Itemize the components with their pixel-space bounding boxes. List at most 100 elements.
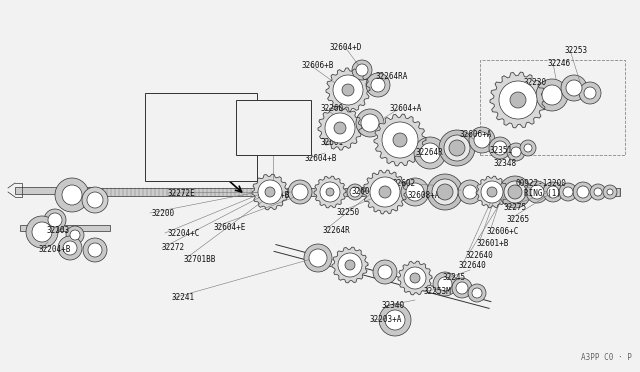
Ellipse shape — [427, 174, 463, 210]
Ellipse shape — [62, 185, 82, 205]
Ellipse shape — [356, 64, 368, 76]
Ellipse shape — [456, 282, 468, 294]
Text: 00922-13200: 00922-13200 — [516, 179, 567, 187]
Text: 32204+B: 32204+B — [38, 246, 70, 254]
Ellipse shape — [82, 187, 108, 213]
Ellipse shape — [189, 139, 201, 151]
Text: 32340: 32340 — [382, 301, 405, 311]
Ellipse shape — [70, 230, 80, 240]
Text: 32260: 32260 — [321, 103, 344, 112]
Text: 322640: 322640 — [459, 262, 487, 270]
Ellipse shape — [520, 140, 536, 156]
Text: 32602: 32602 — [393, 179, 416, 187]
Text: 32602+A: 32602+A — [198, 118, 230, 126]
Ellipse shape — [563, 187, 573, 197]
Ellipse shape — [573, 182, 593, 202]
Text: A3PP C0 · P: A3PP C0 · P — [581, 353, 632, 362]
Ellipse shape — [584, 87, 596, 99]
Text: 32348: 32348 — [494, 158, 517, 167]
Text: 32246: 32246 — [548, 58, 571, 67]
Text: 32241: 32241 — [172, 294, 195, 302]
Ellipse shape — [338, 253, 362, 277]
Ellipse shape — [410, 273, 420, 283]
Ellipse shape — [474, 132, 490, 148]
Ellipse shape — [433, 272, 457, 296]
Text: 32601: 32601 — [321, 138, 344, 147]
Ellipse shape — [420, 143, 440, 163]
Ellipse shape — [508, 185, 522, 199]
Ellipse shape — [524, 144, 532, 152]
Ellipse shape — [536, 79, 568, 111]
Ellipse shape — [499, 81, 537, 119]
Ellipse shape — [382, 122, 418, 158]
Ellipse shape — [510, 92, 526, 108]
Bar — [480, 60, 625, 155]
Ellipse shape — [333, 75, 363, 105]
Ellipse shape — [288, 180, 312, 204]
Ellipse shape — [463, 185, 477, 199]
Ellipse shape — [260, 121, 284, 145]
Bar — [145, 93, 257, 181]
Ellipse shape — [258, 180, 282, 204]
Ellipse shape — [511, 147, 521, 157]
Text: 32272: 32272 — [162, 244, 185, 253]
Text: 32230: 32230 — [524, 77, 547, 87]
Ellipse shape — [449, 140, 465, 156]
Text: 32604+D: 32604+D — [330, 42, 362, 51]
Ellipse shape — [493, 141, 507, 155]
Ellipse shape — [66, 226, 84, 244]
Ellipse shape — [401, 178, 429, 206]
Ellipse shape — [543, 182, 563, 202]
Polygon shape — [332, 247, 368, 283]
Ellipse shape — [487, 187, 497, 197]
Ellipse shape — [414, 137, 446, 169]
Ellipse shape — [458, 180, 482, 204]
Ellipse shape — [345, 260, 355, 270]
Ellipse shape — [371, 78, 385, 92]
Ellipse shape — [320, 182, 340, 202]
Text: [1097-  ]: [1097- ] — [155, 99, 196, 108]
Ellipse shape — [26, 216, 58, 248]
Ellipse shape — [304, 244, 332, 272]
Text: 32601+A: 32601+A — [191, 132, 223, 141]
Ellipse shape — [594, 188, 602, 196]
Ellipse shape — [267, 128, 277, 138]
Ellipse shape — [55, 178, 89, 212]
Polygon shape — [254, 115, 290, 151]
Polygon shape — [374, 114, 426, 166]
Ellipse shape — [347, 184, 363, 200]
Ellipse shape — [547, 186, 559, 198]
Ellipse shape — [603, 185, 617, 199]
Ellipse shape — [164, 152, 184, 172]
Ellipse shape — [379, 186, 391, 198]
Text: 32264R: 32264R — [416, 148, 444, 157]
Text: 32253: 32253 — [565, 45, 588, 55]
Text: 32608+B: 32608+B — [165, 160, 197, 170]
Ellipse shape — [350, 187, 360, 197]
Ellipse shape — [385, 310, 405, 330]
Ellipse shape — [361, 114, 379, 132]
Ellipse shape — [58, 236, 82, 260]
Text: 32608+B: 32608+B — [258, 190, 291, 199]
Text: 32265: 32265 — [507, 215, 530, 224]
Ellipse shape — [88, 243, 102, 257]
Text: 32601+B: 32601+B — [477, 238, 509, 247]
Ellipse shape — [32, 222, 52, 242]
Ellipse shape — [379, 304, 411, 336]
Ellipse shape — [373, 260, 397, 284]
Ellipse shape — [566, 80, 582, 96]
Ellipse shape — [559, 183, 577, 201]
Ellipse shape — [526, 181, 548, 203]
Bar — [15, 186, 95, 193]
Polygon shape — [363, 170, 407, 214]
Ellipse shape — [590, 184, 606, 200]
Polygon shape — [318, 106, 362, 150]
Ellipse shape — [366, 73, 390, 97]
Ellipse shape — [370, 177, 400, 207]
Text: 32606+B: 32606+B — [302, 61, 334, 70]
Text: 32250: 32250 — [337, 208, 360, 217]
Text: 32602: 32602 — [352, 186, 375, 196]
Text: 32200: 32200 — [152, 208, 175, 218]
Ellipse shape — [469, 127, 495, 153]
Text: 32203+A: 32203+A — [370, 315, 403, 324]
